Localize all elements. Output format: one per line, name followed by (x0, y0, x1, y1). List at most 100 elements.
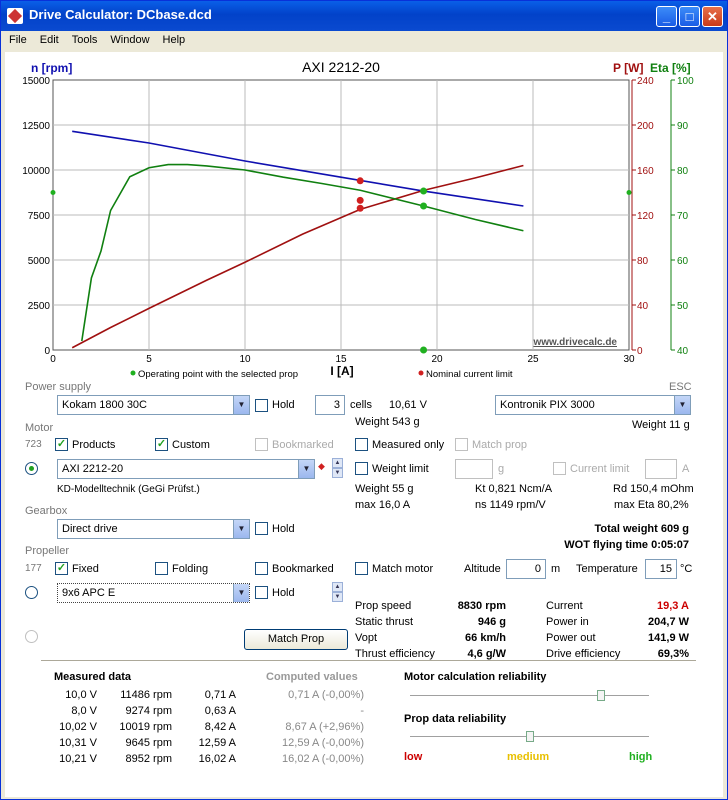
drive-chart: 0 5 10 15 20 25 300250050007500100001250015000… (22, 59, 694, 380)
measured-only-checkbox[interactable] (355, 438, 368, 451)
motor-bookmarked-label: Bookmarked (272, 439, 334, 451)
prop-bookmarked-checkbox[interactable] (255, 562, 268, 575)
chevron-down-icon: ▼ (233, 520, 249, 538)
battery-select[interactable]: Kokam 1800 30C ▼ (57, 395, 250, 415)
menu-file[interactable]: File (9, 34, 27, 46)
maximize-button[interactable]: □ (679, 6, 700, 27)
minimize-button[interactable]: _ (656, 6, 677, 27)
altitude-input[interactable]: 0 (506, 559, 546, 579)
y-axis-left-label: n [rpm] (31, 61, 72, 75)
match-motor-checkbox[interactable] (355, 562, 368, 575)
bookmark-icon[interactable]: ◆ (318, 461, 325, 471)
match-prop-button[interactable]: Match Prop (244, 629, 348, 650)
folding-checkbox[interactable] (155, 562, 168, 575)
motor-ns: ns 1149 rpm/V (475, 499, 546, 511)
altitude-unit: m (551, 563, 561, 575)
result-value: 66 km/h (465, 632, 506, 644)
prop-reliability-title: Prop data reliability (404, 713, 507, 725)
title-bar[interactable]: Drive Calculator: DCbase.dcd _ □ ✕ (1, 1, 727, 31)
prop-hold-checkbox[interactable] (255, 586, 268, 599)
match-motor-label: Match motor (372, 563, 434, 575)
y-power-tick-label: 40 (637, 301, 649, 312)
legend-operating-point: Operating point with the selected prop (138, 369, 298, 380)
weight-limit-input[interactable] (455, 459, 493, 479)
x-tick-label: 0 (50, 354, 56, 365)
measured-cell: 16,02 A (-0,00%) (282, 753, 364, 765)
weight-limit-checkbox[interactable] (355, 462, 368, 475)
operating-point-marker (356, 177, 364, 185)
prop-hold-label: Hold (272, 587, 295, 599)
motor-kt: Kt 0,821 Ncm/A (475, 483, 553, 495)
window-title: Drive Calculator: DCbase.dcd (29, 7, 212, 22)
battery-hold-checkbox[interactable] (255, 399, 268, 412)
chart-title: AXI 2212-20 (302, 59, 380, 75)
weight-limit-label: Weight limit (372, 463, 429, 475)
battery-hold-label: Hold (272, 399, 295, 411)
prop-radio[interactable] (25, 586, 38, 599)
match-prop-label: Match prop (472, 439, 528, 451)
motor-bookmarked-checkbox[interactable] (255, 438, 268, 451)
legend-current-limit-dot (418, 370, 424, 376)
current-limit-input[interactable] (645, 459, 677, 479)
result-label: Power in (546, 616, 589, 628)
menu-tools[interactable]: Tools (71, 34, 98, 46)
motor-max-eta: max Eta 80,2% (614, 499, 689, 511)
propeller-label: Propeller (25, 545, 70, 557)
motor-radio[interactable] (25, 462, 38, 475)
result-label: Power out (546, 632, 596, 644)
prop-radio-2[interactable] (25, 630, 38, 643)
esc-select[interactable]: Kontronik PIX 3000 ▼ (495, 395, 691, 415)
custom-label: Custom (172, 439, 210, 451)
result-value: 69,3% (657, 648, 689, 660)
y-axis-eta-label: Eta [%] (650, 61, 691, 75)
y-power-tick-label: 80 (637, 256, 649, 267)
x-tick-label: 25 (527, 354, 539, 365)
measured-cell: 9645 rpm (125, 737, 172, 749)
motor-label: Motor (25, 422, 54, 434)
cells-label: cells (350, 399, 373, 411)
cells-input[interactable]: 3 (315, 395, 345, 415)
chevron-down-icon: ▼ (674, 396, 690, 414)
side-marker (626, 190, 632, 195)
motor-count: 723 (25, 439, 42, 450)
up-arrow-icon[interactable]: ▲ (332, 458, 343, 468)
measured-cell: 8,67 A (+2,96%) (285, 721, 364, 733)
motor-spinner[interactable]: ▲ ▼ (332, 458, 343, 479)
y-eta-tick-label: 70 (677, 211, 689, 222)
prop-value: 9x6 APC E (62, 587, 116, 599)
custom-checkbox[interactable]: ✓ (155, 438, 168, 451)
measured-cell: 0,71 A (-0,00%) (288, 689, 364, 701)
menu-help[interactable]: Help (162, 34, 186, 46)
y-eta-tick-label: 50 (677, 301, 689, 312)
result-label: Prop speed (355, 600, 412, 612)
temperature-unit: °C (680, 563, 693, 575)
y-left-tick-label: 15000 (22, 76, 50, 87)
match-prop-checkbox[interactable] (455, 438, 468, 451)
gearbox-hold-checkbox[interactable] (255, 522, 268, 535)
current-limit-label: Current limit (570, 463, 630, 475)
y-left-tick-label: 5000 (28, 256, 51, 267)
motor-value: AXI 2212-20 (62, 463, 124, 475)
result-value: 8830 rpm (457, 600, 506, 612)
menu-edit[interactable]: Edit (39, 34, 59, 46)
close-button[interactable]: ✕ (702, 6, 723, 27)
chevron-down-icon: ▼ (233, 584, 249, 602)
menu-bar: File Edit Tools Window Help (1, 31, 727, 50)
prop-spinner[interactable]: ▲ ▼ (332, 582, 343, 603)
y-power-tick-label: 120 (637, 211, 654, 222)
prop-select[interactable]: 9x6 APC E ▼ (57, 583, 250, 603)
up-arrow-icon[interactable]: ▲ (332, 582, 343, 592)
current-limit-checkbox[interactable] (553, 462, 566, 475)
gearbox-select[interactable]: Direct drive ▼ (57, 519, 250, 539)
products-checkbox[interactable]: ✓ (55, 438, 68, 451)
y-left-tick-label: 10000 (22, 166, 50, 177)
operating-point-marker (420, 187, 428, 195)
down-arrow-icon[interactable]: ▼ (332, 468, 343, 478)
result-label: Vopt (355, 632, 378, 644)
fixed-checkbox[interactable]: ✓ (55, 562, 68, 575)
motor-select[interactable]: AXI 2212-20 ▼ (57, 459, 315, 479)
down-arrow-icon[interactable]: ▼ (332, 592, 343, 602)
y-left-tick-label: 7500 (28, 211, 51, 222)
temperature-input[interactable]: 15 (645, 559, 677, 579)
menu-window[interactable]: Window (110, 34, 150, 46)
